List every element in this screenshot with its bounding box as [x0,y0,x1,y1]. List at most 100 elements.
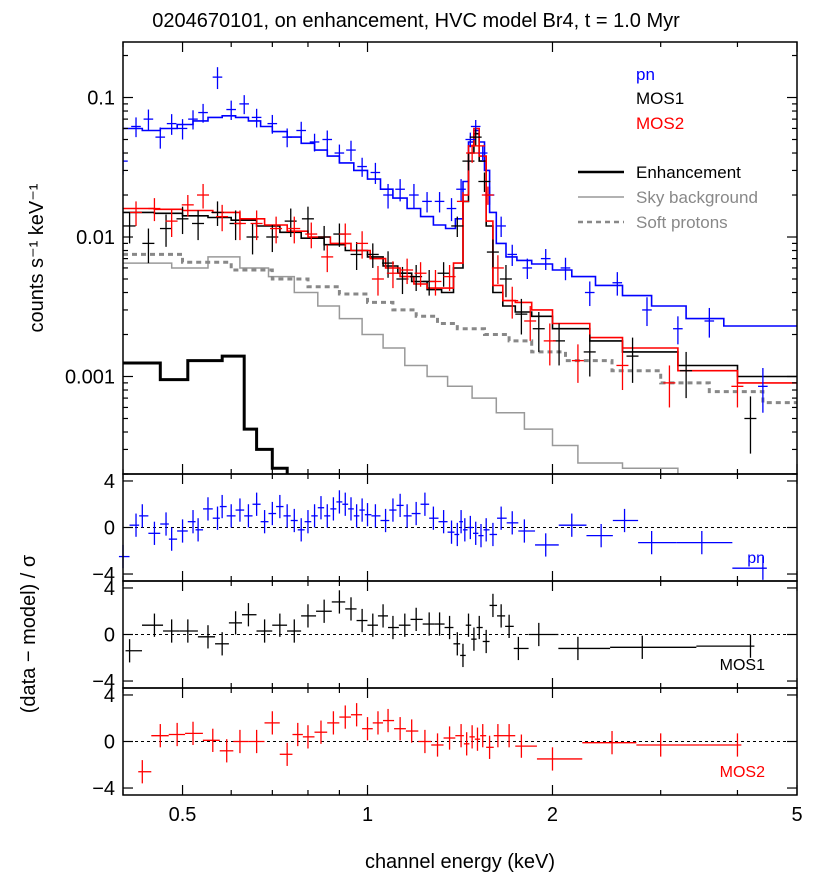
data-point-pn [612,272,623,296]
data-point-pn [422,192,432,213]
res-y-tick-label: 0 [104,625,115,647]
residual-point [536,747,583,771]
residual-point [469,725,475,749]
residual-point [331,590,346,614]
res-y-tick-label: −4 [92,564,115,586]
residual-point [327,711,340,735]
data-point-mos2 [305,222,318,249]
residual-point [367,613,378,637]
spectrum-series-layer [123,67,797,474]
data-point-mos2 [270,216,283,244]
residual-point [226,504,236,528]
residual-point [696,634,755,658]
residual-point [505,614,514,638]
data-point-mos1 [396,266,409,295]
data-point-pn [143,109,154,131]
line-soft-protons [123,252,797,405]
residual-point [506,511,519,535]
data-point-pn [226,100,236,120]
x-tick-label: 0.5 [169,804,197,826]
data-point-pn [540,249,551,271]
data-point-mos1 [192,210,205,241]
residual-point [462,518,468,542]
residual-point [493,724,504,748]
residual-point [297,518,305,542]
residual-point [454,522,460,547]
data-point-mos1 [318,225,331,251]
data-point-mos2 [429,270,442,296]
residual-point [142,613,164,637]
residual-point [438,510,448,534]
data-point-pn [409,183,419,209]
residual-point [168,527,178,551]
data-point-mos2 [506,286,519,319]
data-point-mos1 [478,172,491,193]
residual-point [636,733,700,757]
residual-point [148,521,161,545]
data-point-mos1 [142,228,155,264]
data-point-mos2 [414,262,427,287]
data-pn [123,67,768,413]
data-point-pn [212,67,223,90]
residual-point [202,728,220,752]
residual-point [118,544,130,569]
data-point-pn [758,368,768,413]
data-point-pn [507,244,517,266]
res-y-tick-label: 0 [104,518,115,540]
data-point-pn [496,216,506,238]
spectrum-y-axis: 0.001 0.01 0.1 [65,54,797,475]
residual-points-pn [118,490,767,580]
data-point-mos1 [499,264,512,298]
data-point-mos1 [437,262,450,287]
legend-mos1: MOS1 [636,89,684,108]
data-point-pn [642,297,652,327]
y-tick-label: 0.1 [87,88,115,110]
data-point-mos2 [456,192,469,213]
model-mos1 [123,132,797,378]
x-tick-label: 1 [362,804,373,826]
line-sky-background [123,256,797,474]
residual-point [503,724,516,748]
data-point-mos2 [233,210,246,241]
data-point-pn [357,157,367,177]
residual-point [129,513,140,537]
residual-point [362,717,373,741]
residual-point [287,619,302,643]
panel-label-pn: pn [747,550,765,567]
residual-point [276,494,284,519]
residual-point [242,603,257,627]
panel-label-mos2: MOS2 [720,764,765,781]
legend-protons: Soft protons [636,213,728,232]
residual-point [612,508,639,533]
data-mos2 [129,138,744,408]
res-y-tick-label: 0 [104,732,115,754]
residual-point [465,613,472,637]
data-point-pn [334,144,345,163]
model-mos2 [123,127,797,384]
residual-point [342,492,349,516]
data-point-mos2 [148,198,161,222]
spectrum-frame [122,41,798,475]
res-y-tick-label: 4 [104,471,115,493]
residual-point [364,503,372,527]
data-point-mos1 [159,214,172,247]
residual-points-mos2 [138,703,742,784]
residual-point [283,504,291,528]
residual-point [356,608,368,633]
residual-point [429,506,439,530]
data-point-mos2 [663,365,676,408]
residual-point [443,726,456,750]
data-point-pn [267,114,278,134]
residual-point [219,494,227,519]
res-y-tick-label: 4 [104,578,115,600]
data-point-mos1 [532,311,545,352]
residual-point [125,639,143,663]
residual-points-mos1 [125,590,755,668]
spectrum-plot-area [123,67,797,474]
residual-point [151,724,169,748]
data-point-mos2 [339,223,352,247]
data-point-mos2 [731,370,744,408]
residual-point [410,607,423,632]
data-point-mos2 [129,201,142,226]
residual-point [471,627,477,651]
